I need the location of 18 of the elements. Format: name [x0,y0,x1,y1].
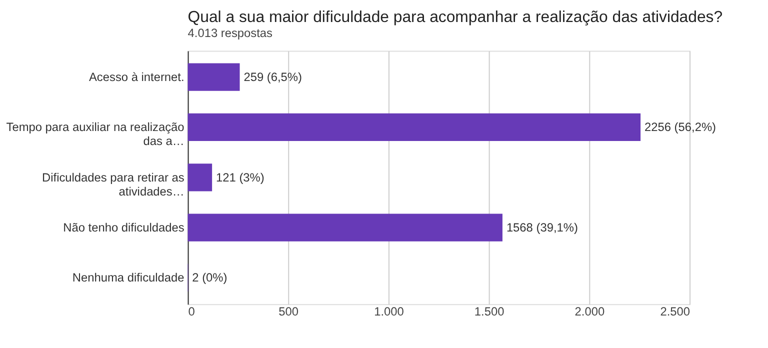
y-tick-label: Não tenho dificuldades [63,220,184,235]
data-label: 2 (0%) [192,270,228,285]
x-tick-label: 1.500 [474,304,505,318]
chart-subtitle: 4.013 respostas [188,26,273,40]
chart-title: Qual a sua maior dificuldade para acompanhar a realização das atividades? [188,8,723,26]
x-tick-label: 500 [278,304,299,318]
y-tick-label: Tempo para auxiliar na realização das a… [6,120,185,148]
data-label: 259 (6,5%) [244,70,302,84]
data-label: 1568 (39,1%) [506,220,578,235]
x-tick-label: 0 [188,304,196,318]
x-tick-label: 2.000 [574,304,605,318]
data-label: 121 (3%) [216,170,264,184]
x-tick-label: 1.000 [374,304,404,318]
y-tick-label: Nenhuma dificuldade [72,270,185,285]
y-tick-label: Dificuldades para retirar as atividades… [42,170,184,198]
x-tick-label: 2.500 [660,304,690,318]
data-label: 2256 (56,2%) [644,120,716,134]
y-tick-label: Acesso à internet. [88,70,184,84]
